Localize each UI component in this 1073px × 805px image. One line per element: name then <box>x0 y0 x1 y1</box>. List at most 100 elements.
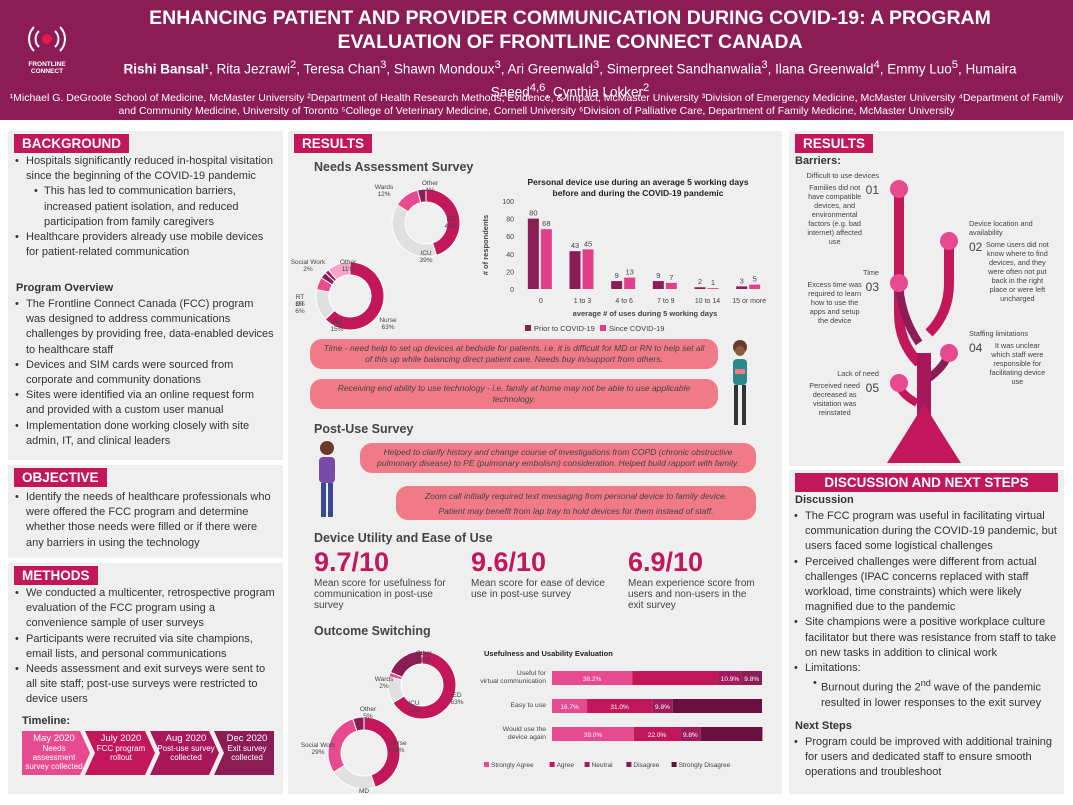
overview-list: The Frontline Connect Canada (FCC) progr… <box>12 297 274 449</box>
quote-1: Time - need help to set up devices at be… <box>310 339 718 369</box>
donut-label: 39% <box>419 257 432 264</box>
barrier-title: Staffing limitations <box>969 329 1029 338</box>
stacked-bar-segment <box>632 671 719 685</box>
bar-data-label: 43 <box>571 241 579 250</box>
quote-4-5: Zoom call initially required text messag… <box>396 486 756 520</box>
methods-section: METHODS We conducted a multicenter, retr… <box>8 563 283 794</box>
y-tick-label: 40 <box>506 252 514 259</box>
legend-label: Agree <box>557 762 575 769</box>
bar <box>624 277 636 289</box>
timeline-date: July 2020 <box>100 733 142 744</box>
segment-label: 9.8% <box>655 704 670 711</box>
background-heading: BACKGROUND <box>14 134 129 153</box>
donut-label: Other <box>422 180 439 187</box>
segment-label: 31.0% <box>610 704 629 711</box>
barriers-title: Barriers: <box>795 155 841 167</box>
barrier-title: Device location and availability <box>969 219 1033 237</box>
donut-slice <box>324 261 385 331</box>
segment-label: 39.0% <box>584 732 603 739</box>
bar-data-label: 7 <box>669 273 673 282</box>
bar-data-label: 45 <box>584 239 592 248</box>
list-item: The Frontline Connect Canada (FCC) progr… <box>12 297 274 358</box>
donut-label: OT <box>295 301 304 308</box>
barrier-5: Lack of need Perceived need decreased as… <box>799 369 879 417</box>
category-label: Easy to use <box>510 702 546 709</box>
timeline-desc: Post-use survey collected <box>157 744 215 762</box>
barrier-title: Time <box>863 268 879 277</box>
donut-label: Social Work <box>291 259 326 266</box>
legend-swatch <box>525 325 531 331</box>
timeline-arrows <box>22 731 274 775</box>
legend-label: Since COVID-19 <box>609 324 664 333</box>
bar <box>736 286 748 289</box>
x-tick-label: 15 or more <box>732 298 766 305</box>
bar <box>707 288 719 289</box>
donut-label: 29% <box>311 749 324 756</box>
barrier-2: Device location and availability 02 Some… <box>969 219 1061 303</box>
list-item: We conducted a multicenter, retrospectiv… <box>12 586 276 632</box>
y-tick-label: 100 <box>502 199 514 206</box>
segment-label: 38.2% <box>583 676 602 683</box>
y-tick-label: 0 <box>510 287 514 294</box>
barrier-desc: Some users did not know where to find de… <box>985 240 1049 303</box>
poster-header <box>0 0 1073 120</box>
score-value: 9.6/10 <box>471 547 547 577</box>
discussion-title: Discussion <box>795 494 854 506</box>
timeline-desc: Needs assessment survey collected <box>25 744 83 771</box>
title-line-1: ENHANCING PATIENT AND PROVIDER COMMUNICA… <box>149 7 991 29</box>
bar <box>749 284 761 289</box>
objective-list: Identify the needs of healthcare profess… <box>12 490 276 551</box>
list-item: Perceived challenges were different from… <box>791 555 1057 616</box>
donut-label: 3% <box>295 301 305 308</box>
bar-data-label: 9 <box>615 271 619 280</box>
quote-2: Receiving end ability to use technology … <box>310 379 718 409</box>
donut-label: RT <box>296 294 305 301</box>
bar-data-label: 1 <box>711 278 715 287</box>
list-item: Hospitals significantly reduced in-hospi… <box>12 154 274 184</box>
objective-heading: OBJECTIVE <box>14 468 107 487</box>
donut-label: Wards <box>375 184 394 191</box>
y-tick-label: 60 <box>506 234 514 241</box>
x-axis-label: average # of uses during 5 working days <box>573 309 718 318</box>
results-heading: RESULTS <box>294 134 373 153</box>
bar <box>540 229 552 289</box>
stacked-bar-segment <box>741 671 762 685</box>
stacked-bar-segment <box>672 699 762 713</box>
donut-label: MD <box>332 319 342 326</box>
legend-swatch <box>584 762 590 767</box>
methods-list: We conducted a multicenter, retrospectiv… <box>12 586 276 708</box>
category-label: Would use the <box>503 726 547 733</box>
person-illustration-icon <box>733 340 747 425</box>
stacked-bar-segment <box>552 671 633 685</box>
donut-label: 2% <box>379 683 389 690</box>
donut-label: 45% <box>391 747 404 754</box>
legend-swatch <box>484 762 489 767</box>
legend-swatch <box>626 762 632 767</box>
needs-title: Needs Assessment Survey <box>314 160 474 174</box>
barrier-1: Difficult to use devices Families did no… <box>799 171 879 246</box>
segment-label: 16.7% <box>560 704 579 711</box>
score-value: 9.7/10 <box>314 547 390 577</box>
legend-label: Neutral <box>592 762 614 769</box>
timeline-desc: FCC program rollout <box>96 744 146 762</box>
bar-data-label: 3 <box>740 276 744 285</box>
list-item: Program could be improved with additiona… <box>791 735 1057 781</box>
logo-text-1: FRONTLINE <box>28 61 66 68</box>
bar <box>569 251 581 289</box>
donut-label: 4% <box>425 187 435 194</box>
barrier-4: Staffing limitations 04 It was unclear w… <box>969 329 1061 386</box>
barrier-num: 01 <box>865 183 879 197</box>
y-tick-label: 20 <box>506 269 514 276</box>
score-card-2: 9.6/10 Mean score for ease of device use… <box>471 547 611 600</box>
donut-label: ED <box>452 692 461 699</box>
y-axis-label: # of respondents <box>481 215 490 275</box>
bar-data-label: 13 <box>625 268 633 277</box>
quote-4: Zoom call initially required text messag… <box>424 491 728 501</box>
list-item: Limitations: <box>791 661 1057 676</box>
bar-data-label: 80 <box>529 209 537 218</box>
timeline-step-4: Dec 2020 Exit survey collected <box>220 731 274 771</box>
affiliations: ¹Michael G. DeGroote School of Medicine,… <box>9 92 1064 117</box>
